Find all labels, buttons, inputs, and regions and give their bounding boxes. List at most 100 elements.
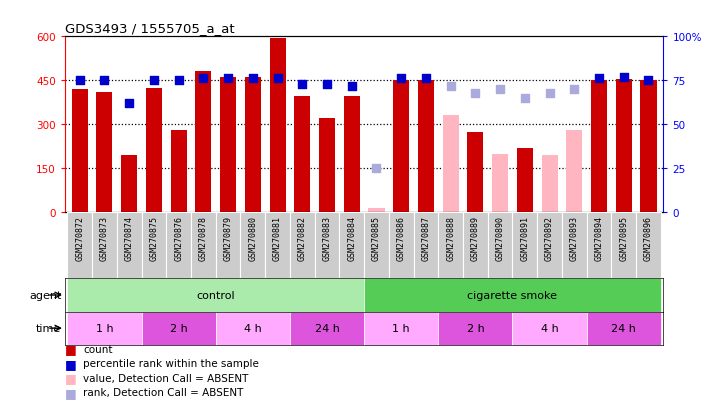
- Text: ■: ■: [65, 386, 76, 399]
- Bar: [146, 88, 162, 213]
- Point: [99, 78, 110, 84]
- Point: [148, 78, 159, 84]
- Text: rank, Detection Call = ABSENT: rank, Detection Call = ABSENT: [83, 387, 243, 397]
- Bar: [340, 213, 364, 279]
- Text: GSM270872: GSM270872: [75, 215, 84, 260]
- Bar: [364, 279, 661, 312]
- Bar: [71, 90, 88, 213]
- Text: ■: ■: [65, 371, 76, 385]
- Point: [222, 76, 234, 83]
- Text: GSM270891: GSM270891: [521, 215, 529, 260]
- Point: [519, 95, 531, 102]
- Bar: [463, 213, 487, 279]
- Bar: [537, 213, 562, 279]
- Text: GSM270887: GSM270887: [422, 215, 430, 260]
- Text: percentile rank within the sample: percentile rank within the sample: [83, 358, 259, 368]
- Bar: [487, 213, 513, 279]
- Bar: [171, 131, 187, 213]
- Text: GSM270881: GSM270881: [273, 215, 282, 260]
- Bar: [117, 213, 141, 279]
- Text: GSM270890: GSM270890: [495, 215, 505, 260]
- Bar: [216, 213, 241, 279]
- Bar: [591, 81, 607, 213]
- Bar: [290, 213, 314, 279]
- Text: GSM270896: GSM270896: [644, 215, 653, 260]
- Bar: [290, 312, 364, 345]
- Text: GDS3493 / 1555705_a_at: GDS3493 / 1555705_a_at: [65, 22, 234, 35]
- Point: [445, 83, 456, 90]
- Point: [371, 166, 382, 172]
- Bar: [220, 78, 236, 213]
- Text: GSM270875: GSM270875: [149, 215, 159, 260]
- Point: [395, 76, 407, 83]
- Point: [569, 86, 580, 93]
- Bar: [389, 213, 414, 279]
- Point: [544, 90, 555, 97]
- Text: GSM270874: GSM270874: [125, 215, 133, 260]
- Bar: [562, 213, 587, 279]
- Text: GSM270894: GSM270894: [595, 215, 603, 260]
- Bar: [167, 213, 191, 279]
- Bar: [67, 279, 364, 312]
- Point: [322, 81, 333, 88]
- Bar: [67, 312, 141, 345]
- Bar: [640, 81, 657, 213]
- Point: [642, 78, 654, 84]
- Text: GSM270879: GSM270879: [224, 215, 233, 260]
- Bar: [438, 213, 463, 279]
- Bar: [314, 213, 340, 279]
- Bar: [319, 119, 335, 213]
- Bar: [418, 81, 434, 213]
- Text: GSM270892: GSM270892: [545, 215, 554, 260]
- Text: GSM270878: GSM270878: [199, 215, 208, 260]
- Bar: [587, 213, 611, 279]
- Point: [198, 76, 209, 83]
- Bar: [513, 312, 587, 345]
- Bar: [414, 213, 438, 279]
- Text: 2 h: 2 h: [169, 323, 187, 333]
- Text: 1 h: 1 h: [392, 323, 410, 333]
- Bar: [241, 213, 265, 279]
- Text: GSM270885: GSM270885: [372, 215, 381, 260]
- Text: GSM270888: GSM270888: [446, 215, 455, 260]
- Bar: [191, 213, 216, 279]
- Text: GSM270893: GSM270893: [570, 215, 579, 260]
- Bar: [611, 213, 636, 279]
- Point: [469, 90, 481, 97]
- Text: ■: ■: [65, 357, 76, 370]
- Text: time: time: [36, 323, 61, 333]
- Text: GSM270889: GSM270889: [471, 215, 480, 260]
- Text: GSM270876: GSM270876: [174, 215, 183, 260]
- Bar: [195, 72, 211, 213]
- Bar: [492, 154, 508, 213]
- Text: GSM270886: GSM270886: [397, 215, 406, 260]
- Point: [296, 81, 308, 88]
- Bar: [121, 156, 137, 213]
- Bar: [616, 80, 632, 213]
- Bar: [364, 213, 389, 279]
- Bar: [294, 97, 310, 213]
- Bar: [368, 208, 384, 213]
- Point: [420, 76, 432, 83]
- Text: 4 h: 4 h: [244, 323, 262, 333]
- Bar: [513, 213, 537, 279]
- Bar: [216, 312, 290, 345]
- Bar: [141, 312, 216, 345]
- Point: [593, 76, 605, 83]
- Bar: [467, 132, 483, 213]
- Point: [247, 76, 259, 83]
- Bar: [97, 93, 112, 213]
- Bar: [517, 148, 533, 213]
- Bar: [636, 213, 661, 279]
- Text: 1 h: 1 h: [96, 323, 113, 333]
- Bar: [245, 78, 261, 213]
- Point: [618, 74, 629, 81]
- Bar: [364, 312, 438, 345]
- Bar: [265, 213, 290, 279]
- Text: 24 h: 24 h: [611, 323, 636, 333]
- Bar: [141, 213, 167, 279]
- Point: [123, 100, 135, 107]
- Text: GSM270895: GSM270895: [619, 215, 628, 260]
- Text: value, Detection Call = ABSENT: value, Detection Call = ABSENT: [83, 373, 248, 383]
- Text: count: count: [83, 344, 112, 354]
